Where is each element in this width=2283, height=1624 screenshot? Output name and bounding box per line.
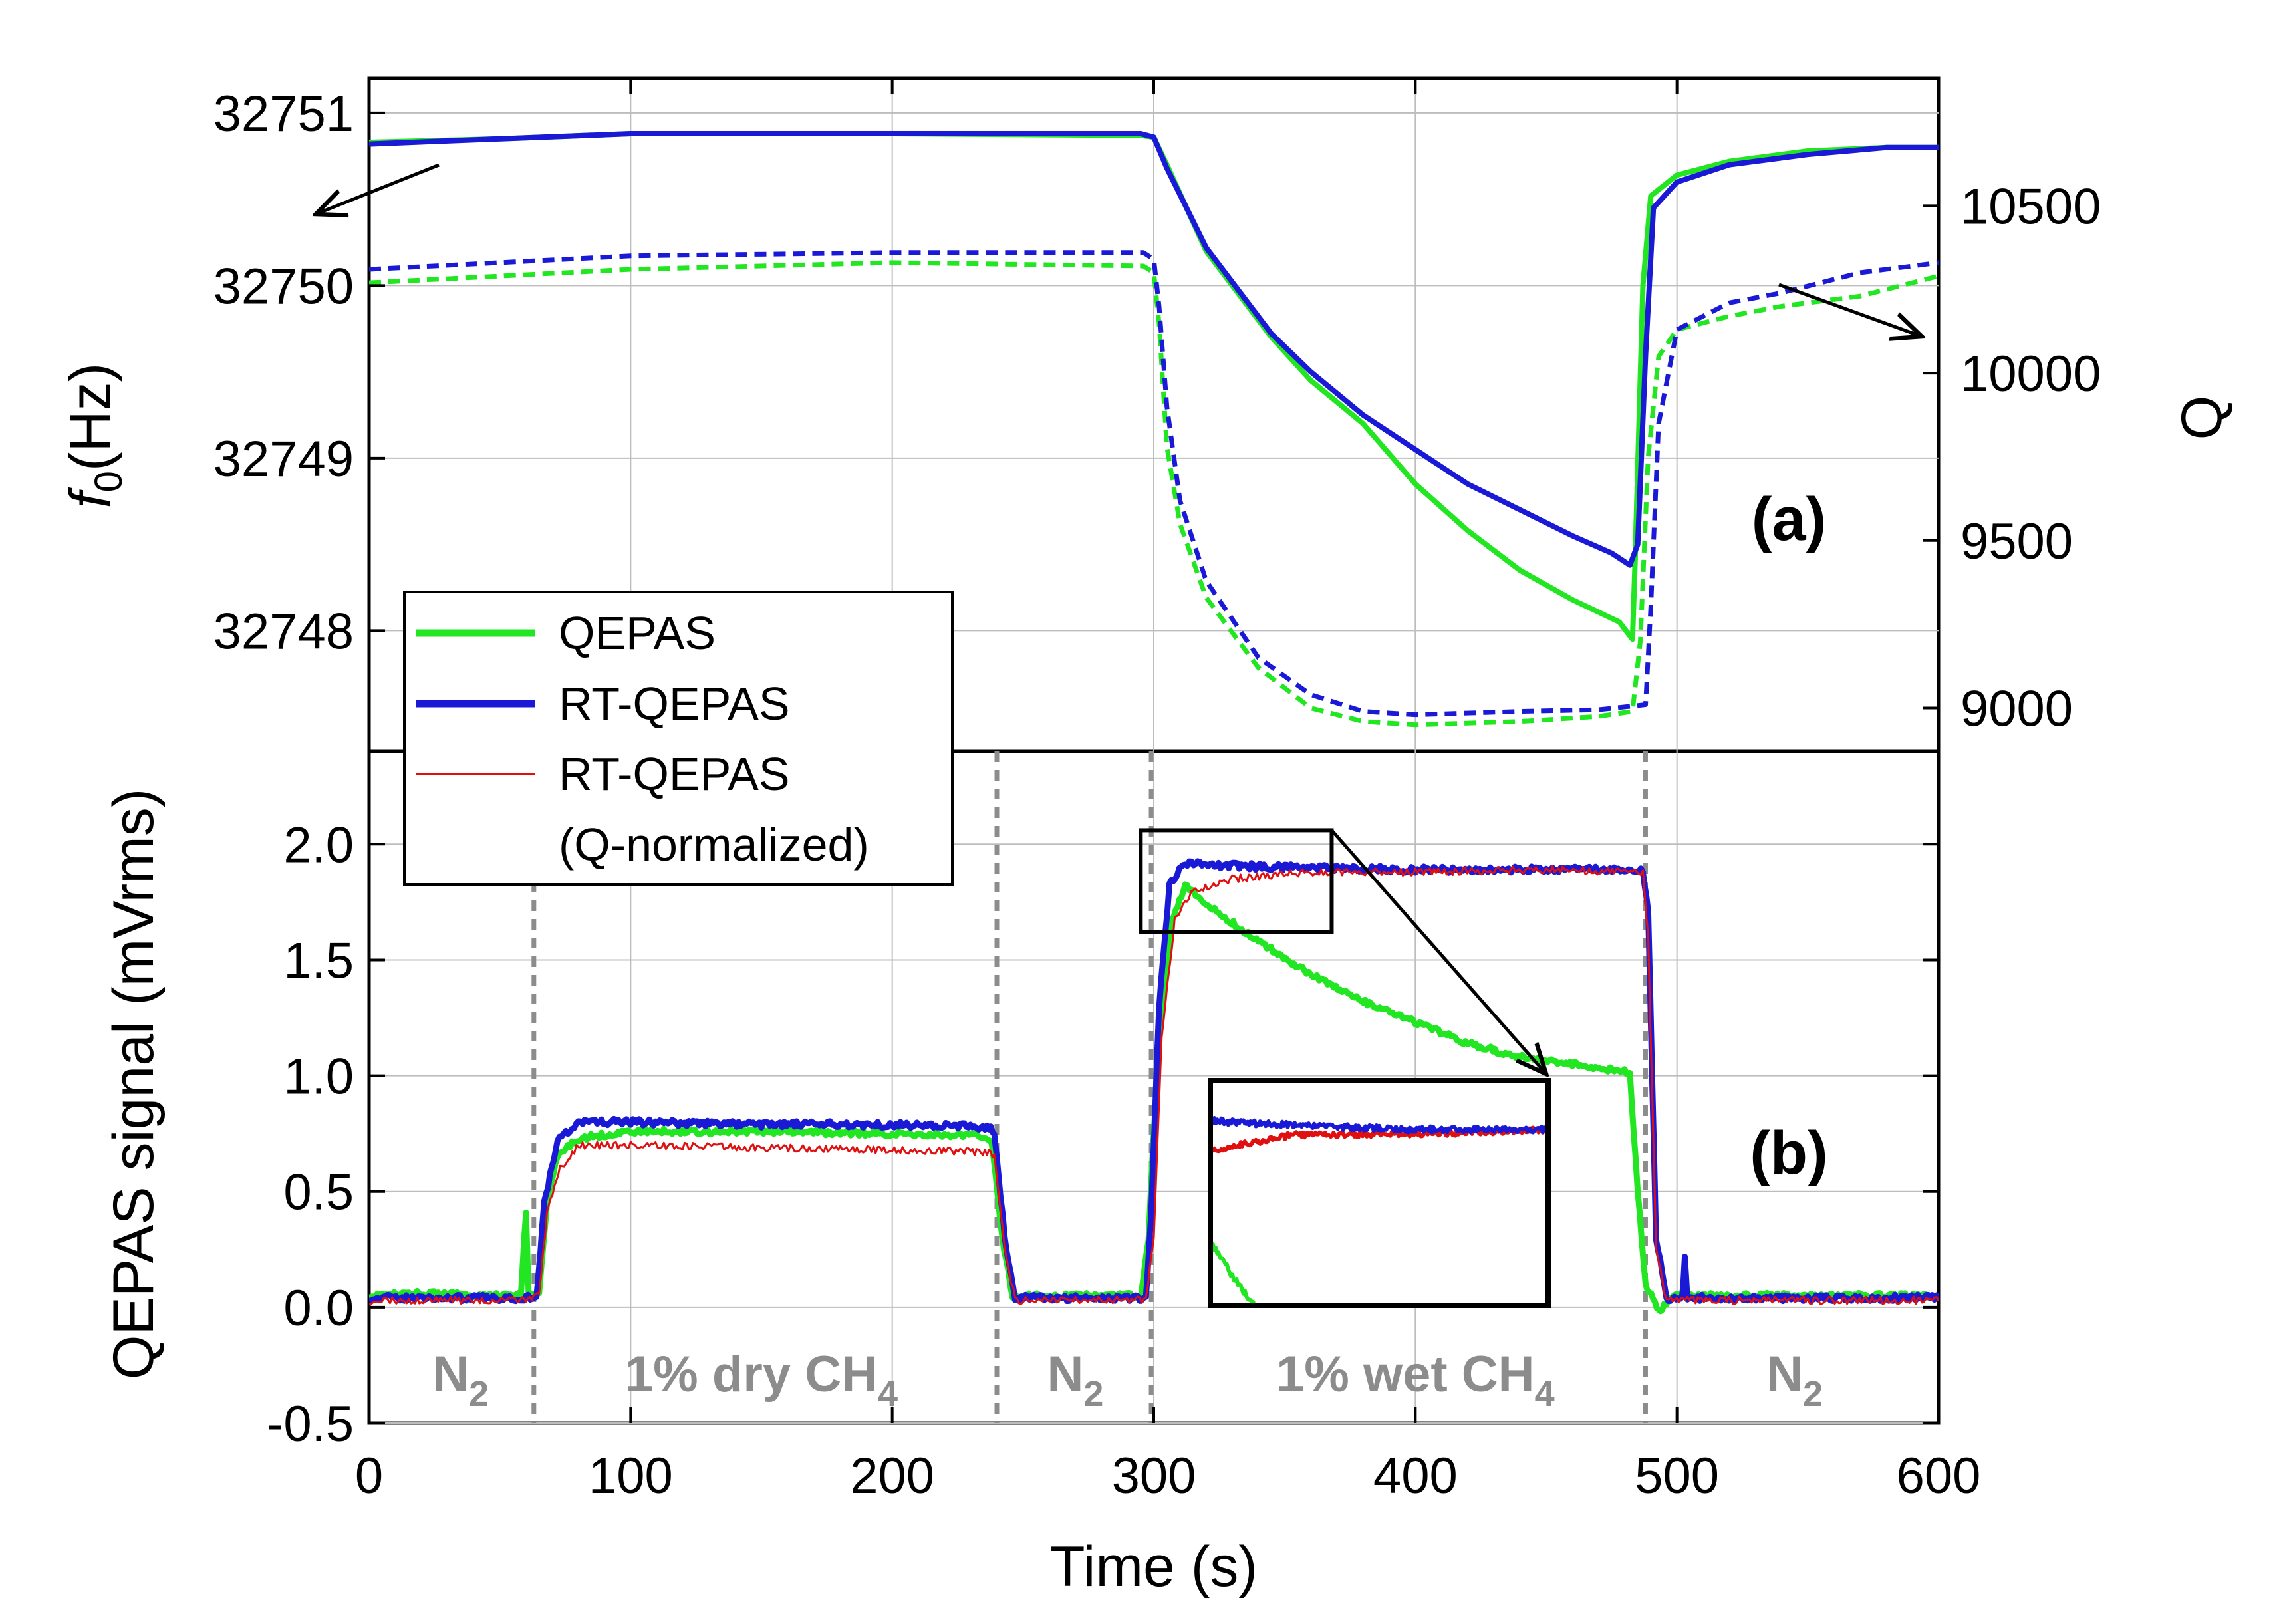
y-tick-label-b: 1.5 [283, 932, 354, 989]
legend-label-rt-qepas: RT-QEPAS [559, 678, 790, 730]
right-axis-title: Q [2170, 396, 2234, 440]
series-b-rt-qepas-q-normalized- [369, 865, 1939, 1305]
region-name: N [1766, 1346, 1803, 1403]
y-tick-label-left-a: 32750 [213, 258, 354, 315]
tick-labels: 0 100 200 300 400 500 600 32748 32749 32750 32751 9… [213, 78, 2101, 1504]
region-name: N [432, 1346, 469, 1403]
x-tick-label: 500 [1635, 1448, 1719, 1504]
left-axis-title-b: QEPAS signal (mVrms) [102, 789, 166, 1380]
panel-b-label: (b) [1750, 1119, 1827, 1187]
region-subscript: 2 [1803, 1374, 1823, 1414]
x-tick-label: 200 [850, 1448, 934, 1504]
y-tick-label-left-a: 32751 [213, 86, 354, 142]
q-axis-arrow [1778, 283, 1922, 337]
x-tick-label: 0 [355, 1448, 383, 1504]
y-tick-label-b: 0.0 [283, 1280, 354, 1337]
legend-label-qepas: QEPAS [559, 607, 716, 659]
series-a-qepas-q [369, 260, 1939, 728]
region-labels: N2 1% dry CH4 N2 1% wet CH4 N2 [432, 1346, 1823, 1414]
region-subscript: 4 [1535, 1374, 1555, 1414]
y-tick-label-right-a: 10000 [1960, 346, 2101, 402]
panel-a-label: (a) [1752, 485, 1826, 553]
zoom-arrow [1330, 829, 1546, 1074]
region-label: 1% wet CH4 [1276, 1346, 1555, 1414]
inset-series [1213, 1116, 1545, 1303]
y-tick-label-left-a: 32749 [213, 431, 354, 487]
panel-b-series [369, 858, 1939, 1315]
y-tick-label-b: -0.5 [267, 1396, 354, 1452]
region-subscript: 2 [1083, 1374, 1103, 1414]
series-a-rt-qepas-f0 [369, 131, 1939, 568]
inset-frame [1208, 1078, 1551, 1308]
inset-series-rt-qepas [1213, 1116, 1545, 1135]
x-tick-label: 300 [1112, 1448, 1196, 1504]
region-subscript: 4 [878, 1374, 898, 1414]
x-axis-title: Time (s) [1050, 1535, 1258, 1599]
zoom-box [1139, 828, 1334, 934]
series-a-rt-qepas-q [369, 250, 1939, 718]
region-label: N2 [1047, 1346, 1104, 1414]
x-tick-label: 100 [589, 1448, 673, 1504]
x-tick-label: 600 [1897, 1448, 1981, 1504]
region-label: N2 [1766, 1346, 1823, 1414]
f0-unit: (Hz) [59, 363, 122, 471]
region-subscript: 2 [469, 1374, 489, 1414]
panel-a-series [369, 131, 1939, 728]
x-tick-label: 400 [1373, 1448, 1458, 1504]
series-b-rt-qepas [369, 858, 1939, 1305]
f0-axis-arrow [316, 163, 440, 214]
y-tick-label-b: 2.0 [283, 817, 354, 873]
y-tick-label-right-a: 9000 [1960, 681, 2073, 738]
f0-subscript: 0 [87, 471, 130, 492]
legend-frame [403, 591, 954, 886]
legend-label-rt-qepas-qnorm: RT-QEPAS [559, 748, 790, 800]
y-tick-label-b: 1.0 [283, 1049, 354, 1105]
y-tick-label-right-a: 10500 [1960, 178, 2101, 235]
y-tick-label-left-a: 32748 [213, 603, 354, 660]
left-axis-title-a: f0(Hz) [59, 363, 130, 509]
region-name: 1% dry CH [625, 1346, 878, 1403]
legend-label-q-normalized: (Q-normalized) [559, 819, 869, 871]
region-label: 1% dry CH4 [625, 1346, 898, 1414]
y-tick-label-right-a: 9500 [1960, 513, 2073, 570]
region-name: N [1047, 1346, 1084, 1403]
region-label: N2 [432, 1346, 489, 1414]
y-tick-label-b: 0.5 [283, 1164, 354, 1221]
legend: QEPAS RT-QEPAS RT-QEPAS (Q-normalized) [403, 591, 954, 886]
region-name: 1% wet CH [1276, 1346, 1535, 1403]
